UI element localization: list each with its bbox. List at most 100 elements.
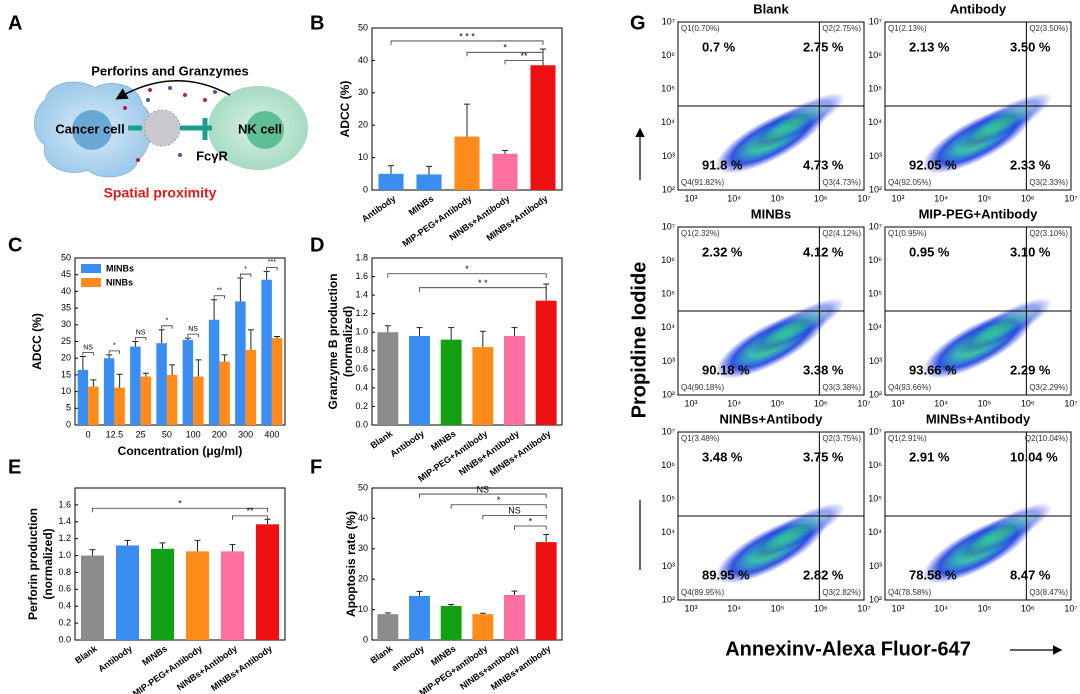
y-tick-label: 30 xyxy=(358,87,368,97)
x-tick-label: 10⁶ xyxy=(1021,398,1035,408)
x-tick-label: 25 xyxy=(136,429,146,439)
y-tick-label: 20 xyxy=(61,353,71,363)
quadrant-value: 3.48 % xyxy=(702,449,743,464)
bar xyxy=(440,339,462,425)
y-axis-label: ADCC (%) xyxy=(30,313,44,370)
y-tick-label: 10² xyxy=(662,594,675,604)
y-tick-label: 1.4 xyxy=(355,289,368,299)
quadrant-label: Q1(3.48%) xyxy=(681,434,720,443)
bar xyxy=(472,347,494,425)
x-axis-label: Concentration (μg/ml) xyxy=(118,444,243,458)
y-tick-label: 1.2 xyxy=(58,533,71,543)
significance-bracket xyxy=(187,333,199,338)
nk-label: NK cell xyxy=(238,121,282,136)
legend-swatch xyxy=(81,278,101,287)
quadrant-label: Q1(0.95%) xyxy=(888,229,927,238)
x-tick-label: 10⁷ xyxy=(1064,398,1077,408)
quadrant-value: 92.05 % xyxy=(909,157,957,172)
significance-label: NS xyxy=(508,506,521,516)
quadrant-value: 0.7 % xyxy=(702,39,736,54)
bar xyxy=(114,387,125,425)
significance-bracket xyxy=(482,514,547,520)
significance-bracket xyxy=(450,504,547,509)
x-tick-label: 10⁵ xyxy=(771,193,785,203)
y-tick-label: 0.0 xyxy=(58,634,71,644)
significance-bracket xyxy=(514,525,547,530)
y-axis-label: ADCC (%) xyxy=(338,81,352,138)
y-tick-label: 40 xyxy=(61,286,71,296)
significance-label: ** xyxy=(217,288,223,295)
significance-bracket xyxy=(232,515,268,520)
x-tick-label: 12.5 xyxy=(106,429,124,439)
quadrant-label: Q3(2.29%) xyxy=(1029,383,1068,392)
y-tick-label: 5 xyxy=(66,403,71,413)
x-tick-label: 10⁷ xyxy=(857,603,870,613)
y-tick-label: 50 xyxy=(61,252,71,262)
bar xyxy=(220,551,245,640)
x-tick-label: 10⁵ xyxy=(978,398,992,408)
y-tick-label: 0.6 xyxy=(355,364,368,374)
significance-bracket xyxy=(213,295,226,299)
quadrant-value: 10.04 % xyxy=(1010,449,1058,464)
y-tick-label: 40 xyxy=(358,55,368,65)
x-tick-label: MINBs xyxy=(407,193,436,217)
quadrant-value: 3.10 % xyxy=(1010,244,1051,259)
quadrant-label: Q4(91.82%) xyxy=(681,178,724,187)
quadrant-value: 0.95 % xyxy=(909,244,950,259)
y-tick-label: 1.0 xyxy=(355,327,368,337)
y-tick-label: 30 xyxy=(358,543,368,553)
bar xyxy=(166,374,178,425)
y-tick-label: 1.4 xyxy=(58,516,71,526)
x-tick-label: 10³ xyxy=(891,398,904,408)
plot-frame xyxy=(371,257,563,426)
bar xyxy=(440,605,462,640)
significance-label: * * xyxy=(478,278,488,288)
significance-bracket xyxy=(92,507,268,513)
significance-bracket xyxy=(82,352,94,356)
y-tick-label: 10⁴ xyxy=(661,322,675,332)
plot-title: Antibody xyxy=(950,1,1007,16)
quadrant-label: Q4(90.18%) xyxy=(681,383,724,392)
quadrant-label: Q3(8.47%) xyxy=(1029,588,1068,597)
legend-swatch xyxy=(81,264,101,273)
bar xyxy=(271,338,283,425)
x-tick-label: 10⁵ xyxy=(978,603,992,613)
y-tick-label: 10³ xyxy=(869,356,882,366)
x-tick-label: Blank xyxy=(369,643,396,666)
x-tick-label: 10⁵ xyxy=(771,603,785,613)
plot-title: MINBs xyxy=(751,206,791,221)
plot-title: Blank xyxy=(753,1,789,16)
quadrant-label: Q1(0.70%) xyxy=(681,24,720,33)
label-bg xyxy=(628,180,652,500)
quadrant-label: Q3(2.33%) xyxy=(1029,178,1068,187)
label-bg xyxy=(690,638,1010,662)
x-tick-label: 10⁴ xyxy=(727,398,741,408)
y-tick-label: 20 xyxy=(358,574,368,584)
y-axis-label: Granzyme B production xyxy=(326,273,340,409)
legend-label: MINBs xyxy=(106,263,134,273)
quadrant-value: 2.29 % xyxy=(1010,362,1051,377)
y-tick-label: 10⁴ xyxy=(868,322,882,332)
x-tick-label: MINBs xyxy=(140,643,169,667)
y-tick-label: 1.0 xyxy=(58,550,71,560)
x-tick-label: NINBs+Antibody xyxy=(175,643,239,692)
y-tick-label: 10⁶ xyxy=(868,255,882,265)
significance-label: NS xyxy=(188,326,198,333)
significance-label: *** xyxy=(268,259,276,266)
y-tick-label: 10⁷ xyxy=(869,16,882,26)
x-tick-label: 10³ xyxy=(891,603,904,613)
y-tick-label: 10⁶ xyxy=(661,460,675,470)
y-tick-label: 0.4 xyxy=(58,601,71,611)
significance-label: * xyxy=(113,343,116,350)
x-axis-label: Annexinv-Alexa Fluor-647 xyxy=(725,638,971,660)
quadrant-label: Q3(4.73%) xyxy=(822,178,861,187)
quadrant-value: 8.47 % xyxy=(1010,567,1051,582)
y-tick-label: 50 xyxy=(358,22,368,32)
cancer-label: Cancer cell xyxy=(55,121,124,136)
x-tick-label: 50 xyxy=(162,429,172,439)
diagram-title: Perforins and Granzymes xyxy=(91,63,249,78)
quadrant-value: 2.91 % xyxy=(909,449,950,464)
y-tick-label: 0.2 xyxy=(355,401,368,411)
x-tick-label: 0 xyxy=(86,429,91,439)
